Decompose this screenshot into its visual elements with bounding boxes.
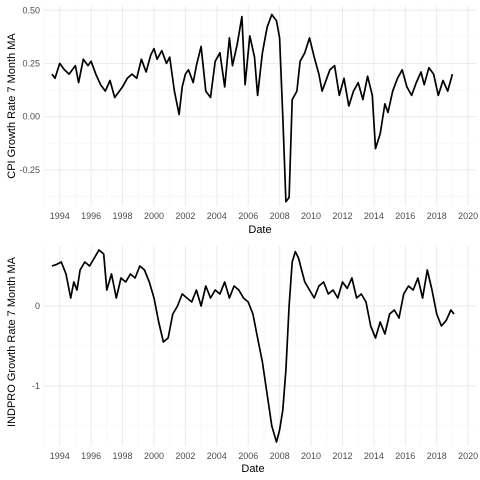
cpi-x-tick-label: 2002 — [175, 211, 195, 221]
indpro-x-tick-label: 2006 — [238, 451, 258, 461]
cpi-x-tick-label: 2006 — [238, 211, 258, 221]
indpro-x-tick-label: 1996 — [81, 451, 101, 461]
cpi-x-tick-label: 1994 — [50, 211, 70, 221]
cpi-x-tick-labels: 1994 1996 1998 2000 2002 2004 2006 2008 2010 2012… — [50, 211, 478, 221]
cpi-y-tick-label: 0.50 — [22, 5, 40, 15]
cpi-x-tick-label: 2012 — [332, 211, 352, 221]
cpi-y-tick-labels: 0.50 0.25 0.00 -0.25 — [19, 5, 40, 175]
indpro-gridlines — [43, 246, 476, 446]
indpro-x-tick-labels: 1994 1996 1998 2000 2002 2004 2006 2008 2010 2012… — [50, 451, 478, 461]
cpi-x-tick-label: 1996 — [81, 211, 101, 221]
cpi-x-tick-label: 2008 — [270, 211, 290, 221]
indpro-x-tick-label: 2002 — [175, 451, 195, 461]
indpro-x-tick-label: 2012 — [332, 451, 352, 461]
indpro-y-tick-labels: 0 -1 — [32, 301, 40, 391]
indpro-x-tick-label: 2014 — [364, 451, 384, 461]
indpro-x-tick-label: 1998 — [113, 451, 133, 461]
indpro-y-axis-title: INDPRO Growth Rate 7 Month MA — [6, 256, 18, 427]
indpro-x-tick-label: 2020 — [458, 451, 478, 461]
cpi-x-axis-title: Date — [248, 224, 271, 236]
cpi-x-tick-label: 2000 — [144, 211, 164, 221]
cpi-x-tick-label: 2004 — [207, 211, 227, 221]
cpi-gridlines — [43, 6, 476, 206]
indpro-x-tick-label: 2004 — [207, 451, 227, 461]
indpro-x-axis-title: Date — [241, 463, 264, 475]
indpro-y-tick-label: 0 — [35, 301, 40, 311]
indpro-series-line — [51, 249, 455, 443]
cpi-y-axis-title: CPI Growth Rate 7 Month MA — [6, 33, 18, 179]
cpi-panel: 1994 1996 1998 2000 2002 2004 2006 2008 2010 2012… — [6, 5, 478, 236]
cpi-y-tick-label: -0.25 — [19, 165, 40, 175]
cpi-y-tick-label: 0.00 — [22, 112, 40, 122]
cpi-y-tick-label: 0.25 — [22, 58, 40, 68]
cpi-x-tick-label: 2010 — [301, 211, 321, 221]
cpi-x-tick-label: 1998 — [113, 211, 133, 221]
cpi-x-tick-label: 2018 — [427, 211, 447, 221]
indpro-x-tick-label: 2016 — [395, 451, 415, 461]
indpro-y-tick-label: -1 — [32, 381, 40, 391]
cpi-x-tick-label: 2016 — [395, 211, 415, 221]
indpro-x-tick-label: 2018 — [427, 451, 447, 461]
cpi-plot-area — [44, 6, 476, 206]
indpro-x-tick-label: 2000 — [144, 451, 164, 461]
indpro-x-tick-label: 2010 — [301, 451, 321, 461]
indpro-panel: 1994 1996 1998 2000 2002 2004 2006 2008 2010 2012… — [6, 246, 478, 475]
indpro-x-tick-label: 1994 — [50, 451, 70, 461]
cpi-series-line — [51, 13, 454, 203]
cpi-x-tick-label: 2014 — [364, 211, 384, 221]
indpro-x-tick-label: 2008 — [270, 451, 290, 461]
cpi-x-tick-label: 2020 — [458, 211, 478, 221]
